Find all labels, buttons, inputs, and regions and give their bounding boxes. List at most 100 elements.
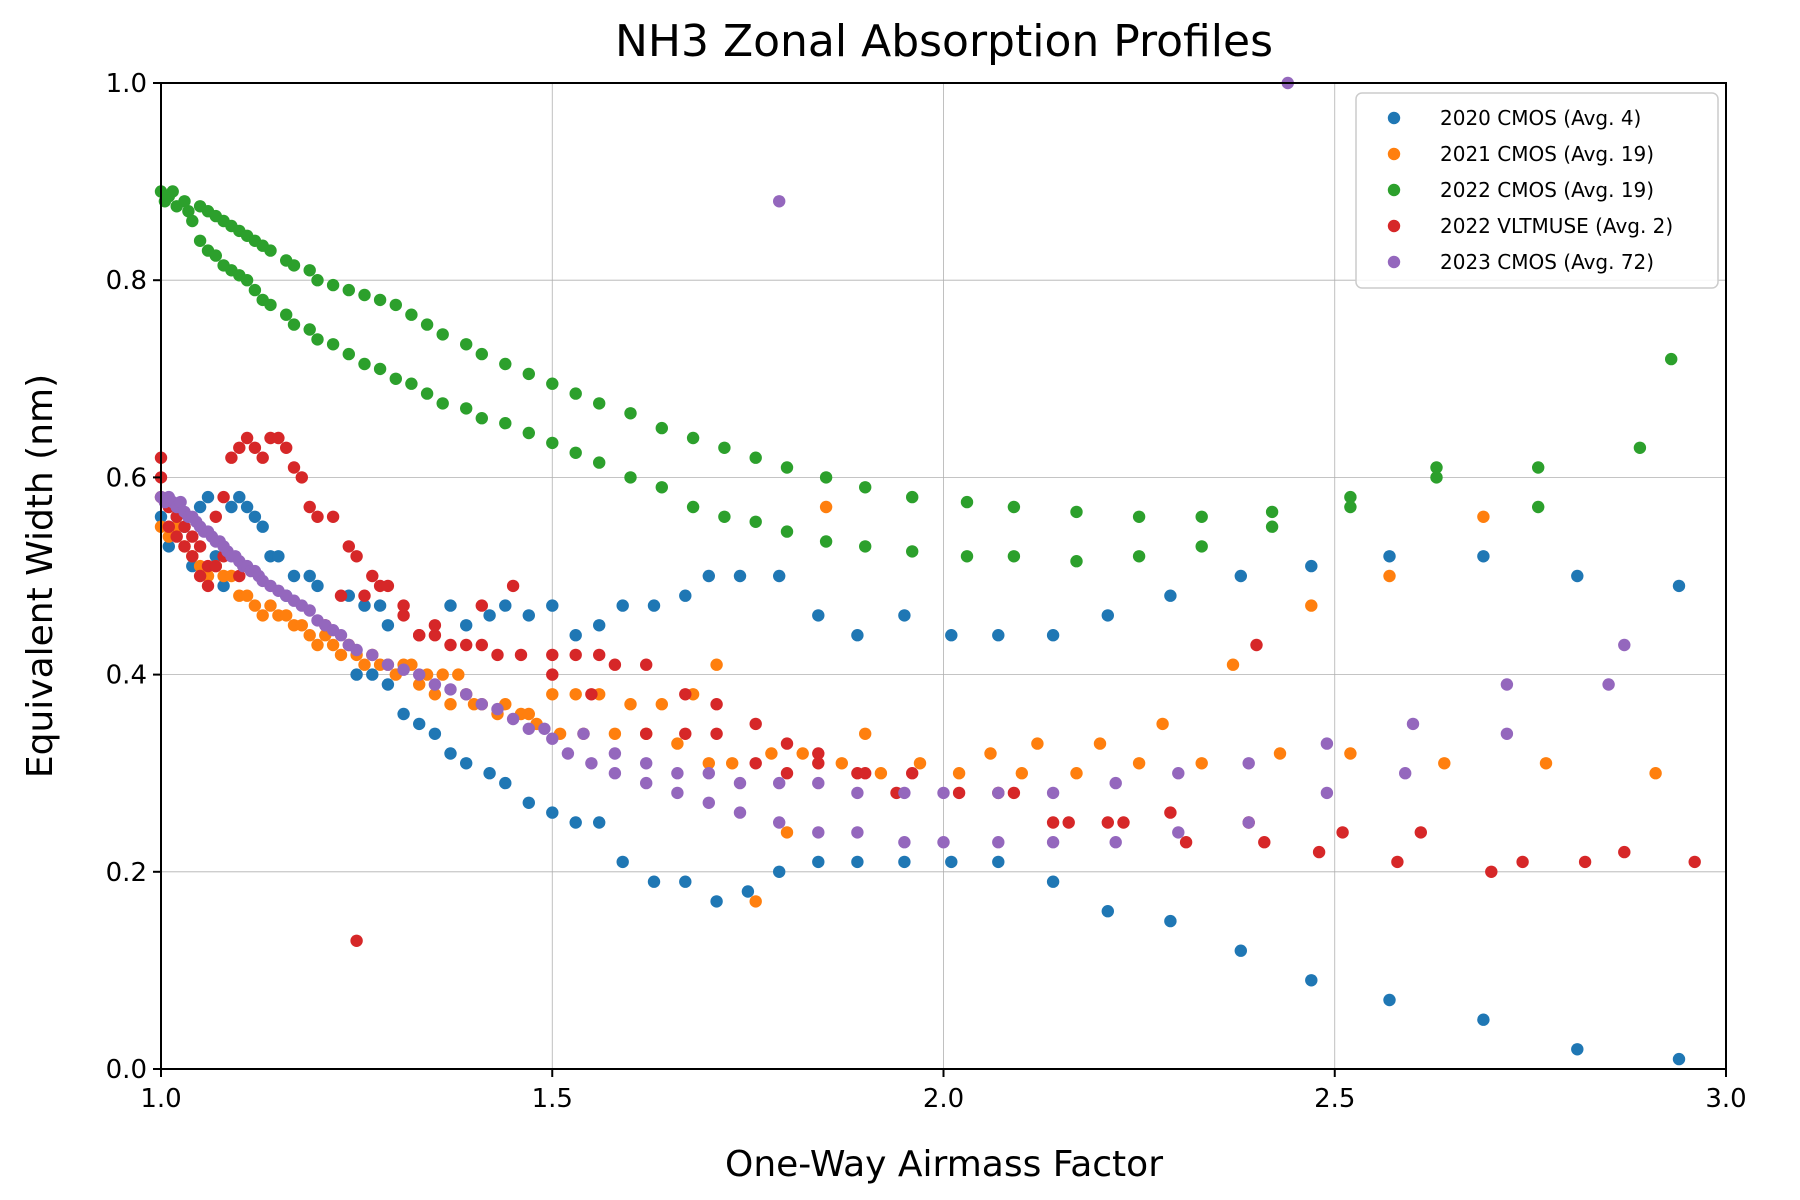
data-point [1226, 658, 1240, 671]
data-point [1571, 569, 1584, 583]
data-point [1477, 510, 1490, 523]
data-point [334, 589, 348, 602]
data-point [569, 629, 582, 642]
data-point [381, 678, 395, 691]
y-tick-label: 0.2 [106, 858, 147, 888]
data-point [248, 599, 262, 612]
data-point [522, 426, 535, 440]
data-point [593, 456, 606, 469]
data-point [264, 599, 277, 612]
data-point [475, 347, 488, 361]
data-point [373, 599, 387, 612]
data-point [217, 490, 230, 504]
axis-ticks: 1.0 1.5 2.0 2.5 3.0 0.0 0.2 0.4 0.6 0.8 1.0 [106, 69, 1747, 1114]
data-point [906, 545, 919, 558]
data-point [1500, 727, 1514, 740]
data-point [835, 757, 848, 770]
data-point [671, 786, 684, 800]
data-point [577, 727, 590, 740]
data-point [193, 500, 207, 514]
data-point [859, 540, 872, 553]
data-point [569, 648, 582, 662]
data-point [538, 722, 551, 735]
data-point [334, 648, 348, 662]
data-point [186, 530, 199, 543]
data-point [444, 599, 457, 612]
data-point [373, 293, 387, 307]
data-point [640, 658, 653, 671]
data-point [522, 796, 535, 809]
data-point [624, 407, 637, 420]
legend: 2020 CMOS (Avg. 4) 2021 CMOS (Avg. 19) 202… [1355, 92, 1719, 289]
data-point [812, 747, 825, 760]
data-point [773, 865, 786, 878]
data-point [499, 599, 512, 612]
data-point [405, 377, 418, 390]
data-point [569, 816, 582, 829]
data-point [1062, 816, 1075, 829]
data-point [647, 599, 661, 612]
data-point [1046, 629, 1060, 642]
data-point [1242, 816, 1255, 829]
data-point [233, 490, 246, 504]
data-point [710, 698, 723, 711]
data-point [1320, 786, 1334, 800]
data-point [733, 806, 747, 819]
data-point [162, 540, 175, 553]
data-point [225, 451, 238, 464]
data-point [1265, 520, 1279, 533]
data-point [475, 412, 488, 425]
data-point [201, 579, 215, 593]
data-point [812, 757, 825, 770]
data-point [702, 796, 715, 809]
data-point [765, 747, 778, 760]
data-point [1101, 905, 1115, 918]
data-point [960, 495, 974, 509]
data-point [1101, 609, 1115, 622]
data-point [749, 451, 762, 464]
data-point [679, 688, 692, 701]
data-point [350, 934, 363, 947]
data-point [749, 717, 762, 731]
data-point [1172, 767, 1185, 780]
data-point [679, 589, 692, 602]
data-point [182, 205, 195, 218]
data-point [749, 515, 762, 528]
data-point [303, 500, 316, 514]
data-point [1109, 776, 1122, 790]
data-point [898, 786, 911, 800]
x-tick-label: 1.5 [532, 1084, 573, 1114]
data-point [1618, 638, 1631, 652]
data-point [303, 323, 316, 336]
data-point [1164, 589, 1177, 602]
data-point [812, 826, 825, 839]
data-point [326, 338, 340, 351]
data-point [350, 668, 363, 681]
data-point [326, 638, 340, 652]
data-point [1516, 855, 1529, 869]
legend-marker [1387, 255, 1401, 269]
data-point [1172, 826, 1185, 839]
data-point [1399, 767, 1412, 780]
y-tick-label: 0.0 [106, 1055, 147, 1085]
data-point [366, 668, 379, 681]
data-point [1344, 500, 1357, 514]
data-point [1344, 747, 1357, 760]
data-point [1195, 757, 1208, 770]
data-point [256, 451, 269, 464]
data-point [444, 683, 457, 696]
data-point [1391, 855, 1404, 869]
data-point [773, 776, 786, 790]
data-point [1132, 510, 1146, 523]
data-point [546, 688, 559, 701]
data-point [710, 727, 723, 740]
data-point [616, 855, 629, 869]
data-point [413, 668, 426, 681]
data-point [686, 500, 700, 514]
data-point [1195, 510, 1208, 523]
data-point [640, 776, 653, 790]
data-point [749, 895, 762, 908]
data-point [937, 786, 950, 800]
data-point [397, 707, 410, 721]
data-point [522, 722, 535, 735]
